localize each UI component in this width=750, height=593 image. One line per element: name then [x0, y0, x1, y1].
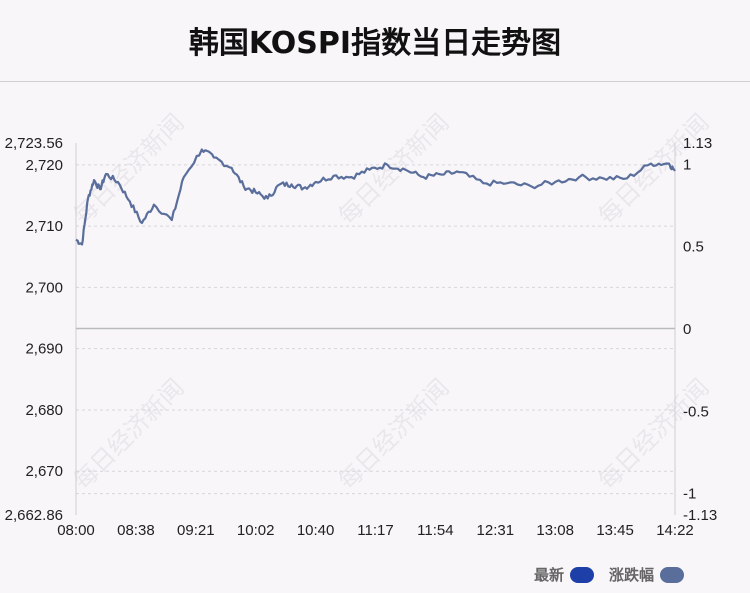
legend-change[interactable]: 涨跌幅 [609, 564, 685, 585]
x-tick-label: 13:08 [536, 522, 574, 539]
x-tick-label: 13:45 [596, 522, 634, 539]
y-left-tick-label: 2,662.86 [5, 507, 63, 524]
y-right-tick-label: 1 [683, 156, 691, 173]
legend-latest[interactable]: 最新 [534, 564, 595, 585]
x-tick-label: 12:31 [477, 522, 515, 539]
legend-latest-swatch [570, 566, 595, 583]
x-tick-label: 09:21 [177, 522, 215, 539]
y-right-tick-label: -1.13 [683, 507, 717, 524]
y-left-tick-label: 2,680 [25, 402, 63, 419]
title-divider [0, 81, 750, 82]
y-left-tick-label: 2,720 [25, 157, 63, 174]
x-tick-label: 11:54 [417, 522, 453, 539]
legend-change-label: 涨跌幅 [609, 566, 655, 584]
y-right-tick-label: 0 [683, 321, 691, 338]
x-tick-label: 10:02 [237, 522, 275, 539]
y-right-tick-label: 0.5 [683, 239, 704, 256]
x-tick-label: 10:40 [297, 522, 335, 539]
legend-change-swatch [660, 566, 685, 583]
y-left-tick-label: 2,700 [25, 279, 63, 296]
x-tick-label: 11:17 [357, 522, 393, 539]
legend-latest-label: 最新 [534, 566, 565, 584]
y-right-tick-label: -1 [683, 486, 696, 503]
y-left-tick-label: 2,670 [25, 463, 63, 480]
x-tick-label: 08:00 [57, 522, 95, 539]
y-left-tick-label: 2,723.56 [5, 135, 63, 152]
x-tick-label: 14:22 [656, 522, 694, 539]
y-right-tick-label: -0.5 [683, 403, 709, 420]
series-line-latest [75, 148, 676, 246]
x-tick-label: 08:38 [117, 522, 155, 539]
y-left-tick-label: 2,710 [25, 218, 63, 235]
y-left-tick-label: 2,690 [25, 341, 63, 358]
chart-title: 韩国KOSPI指数当日走势图 [188, 26, 562, 61]
y-right-tick-label: 1.13 [683, 135, 712, 152]
